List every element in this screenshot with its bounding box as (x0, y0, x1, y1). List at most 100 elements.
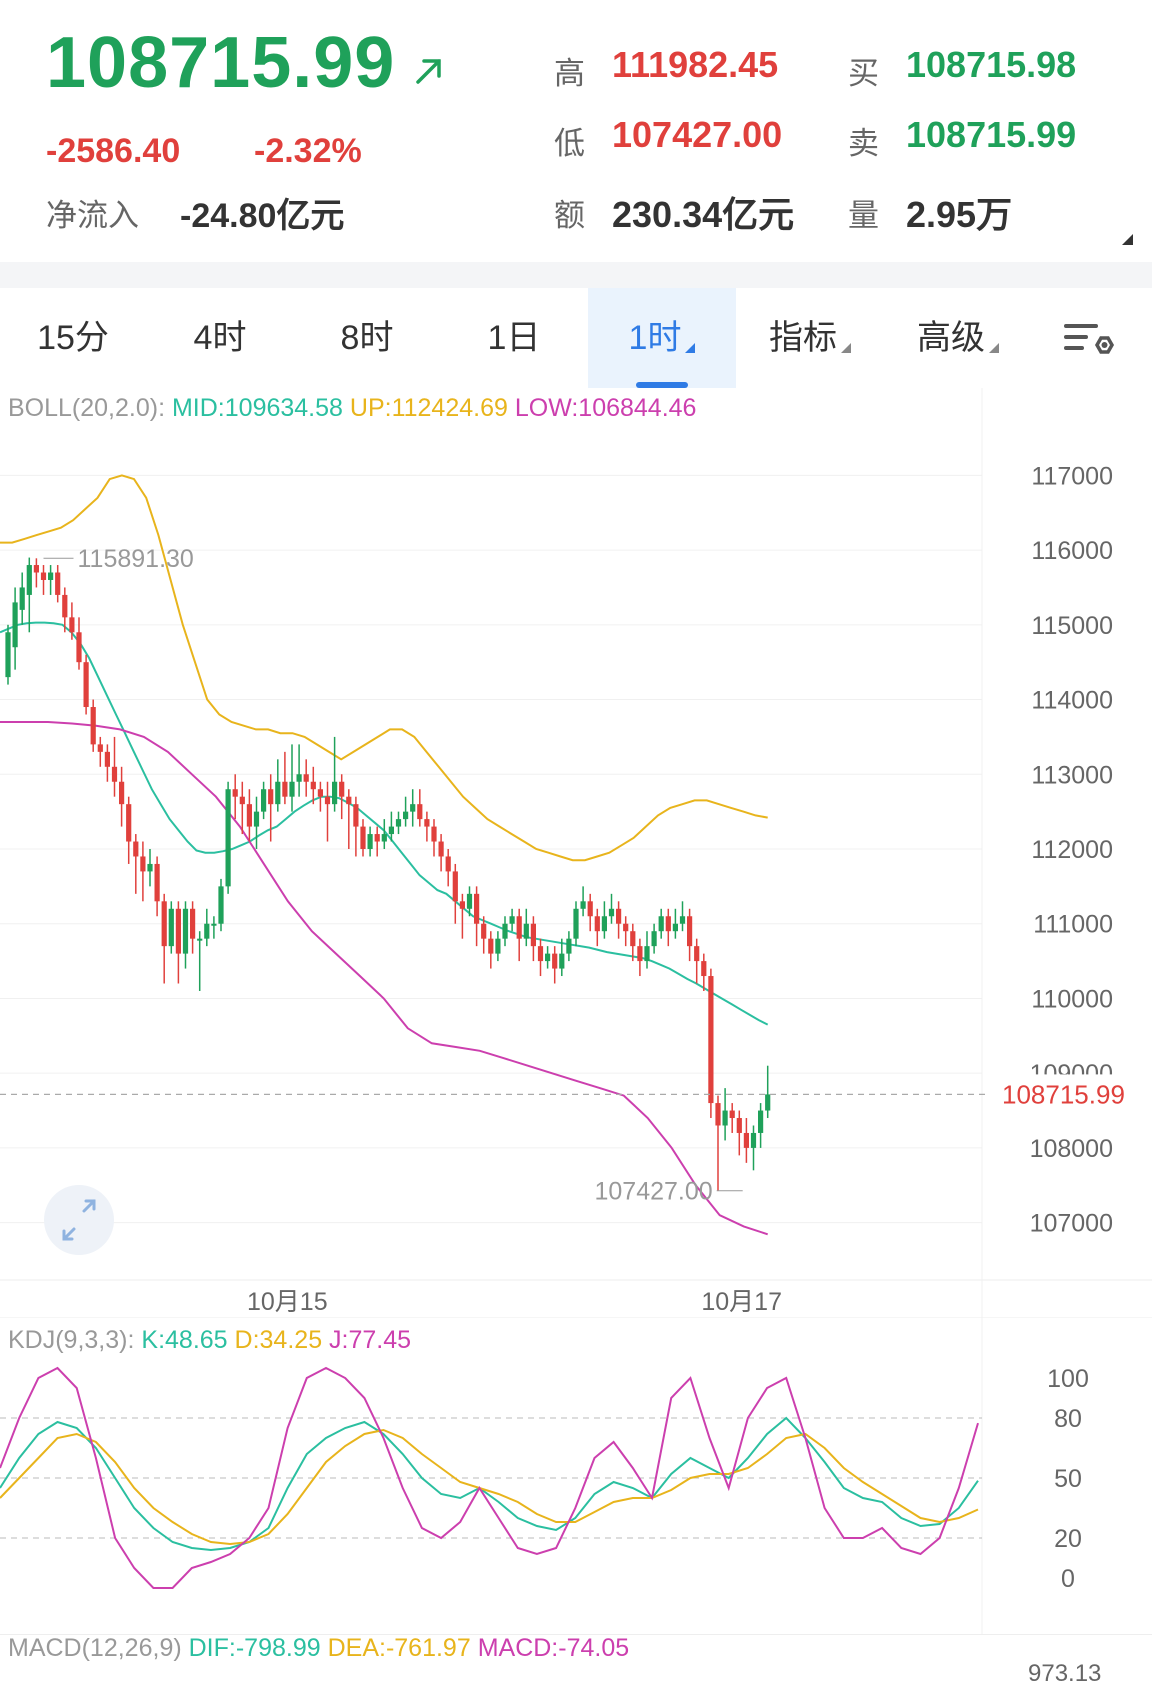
y-tick-label: 115000 (1031, 612, 1113, 640)
up-right-arrow-icon (412, 54, 446, 93)
amount-value: 230.34亿元 (612, 194, 795, 235)
candle-body (559, 953, 565, 969)
kdj-chart[interactable]: 100 80 50 20 0 (0, 1318, 1152, 1634)
candle-body (601, 916, 607, 932)
min-price-label: 107427.00 (595, 1178, 713, 1206)
candle-body (97, 744, 103, 752)
candle-body (630, 931, 636, 947)
candle-body (736, 1118, 742, 1133)
tab-label: 1时 (628, 319, 682, 357)
macd-divider (0, 1634, 1152, 1635)
tab-8h[interactable]: 8时 (294, 288, 440, 388)
y-tick-label: 114000 (1031, 687, 1113, 715)
tab-advanced[interactable]: 高级 (884, 288, 1032, 388)
candle-body (587, 901, 593, 917)
boll-up: UP:112424.69 (349, 394, 508, 422)
net-inflow-value: -24.80亿元 (180, 197, 345, 235)
candle-body (708, 976, 714, 1104)
candle-body (481, 923, 487, 939)
x-tick-label: 10月15 (247, 1288, 328, 1316)
candle-body (644, 946, 650, 962)
candle-body (83, 662, 89, 708)
candle-body (758, 1110, 764, 1133)
candle-body (410, 804, 416, 812)
kdj-y-tick-label: 50 (1054, 1465, 1082, 1493)
candle-body (537, 946, 544, 962)
kdj-legend: KDJ(9,3,3): K:48.65 D:34.25 J:77.45 (8, 1326, 411, 1355)
candle-body (367, 834, 373, 849)
candle-body (658, 916, 664, 932)
candle-body (722, 1110, 728, 1126)
chart-settings-icon[interactable] (1060, 318, 1116, 367)
candle-body (211, 923, 217, 926)
kdj-k-line (0, 1416, 979, 1552)
max-price-label: 115891.30 (78, 545, 194, 573)
candle-body (360, 826, 366, 849)
candle-body (232, 789, 238, 797)
kdj-k: K:48.65 (141, 1326, 228, 1354)
candle-body (317, 789, 323, 797)
candle-body (69, 617, 75, 633)
candle-body (261, 789, 267, 812)
low-label: 低 (554, 126, 585, 161)
tab-15min[interactable]: 15分 (0, 288, 146, 388)
macd-dif: DIF:-798.99 (188, 1634, 321, 1662)
candle-body (566, 938, 572, 954)
current-price-label: 108715.99 (1002, 1079, 1125, 1109)
candle-body (218, 886, 224, 924)
kdj-y-tick-label: 20 (1054, 1525, 1082, 1553)
candle-body (495, 938, 501, 954)
candle-body (552, 953, 558, 969)
kdj-j-line (0, 1366, 979, 1589)
candle-body (19, 587, 25, 610)
candle-body (190, 908, 196, 939)
y-tick-label: 107000 (1030, 1210, 1113, 1238)
candle-body (623, 923, 629, 932)
tab-label: 4时 (193, 319, 247, 357)
candle-body (303, 774, 309, 782)
candle-body (374, 834, 380, 842)
candle-body (729, 1110, 735, 1119)
tab-label: 指标 (769, 319, 837, 357)
candle-body (523, 923, 529, 939)
candle-body (154, 863, 160, 902)
y-tick-label: 108000 (1030, 1135, 1113, 1163)
x-tick-label: 10月17 (701, 1288, 782, 1316)
tab-1h[interactable]: 1时 (588, 288, 736, 388)
candle-body (474, 893, 480, 924)
candle-body (459, 901, 465, 909)
y-tick-label: 112000 (1031, 836, 1113, 864)
tab-indicators[interactable]: 指标 (736, 288, 884, 388)
tab-4h[interactable]: 4时 (146, 288, 294, 388)
amount-label: 额 (554, 198, 585, 233)
candle-body (431, 826, 437, 842)
candle-body (502, 923, 508, 939)
candle-body (750, 1132, 757, 1148)
ask-label: 卖 (848, 126, 879, 161)
candle-body (694, 946, 700, 962)
tab-1d[interactable]: 1日 (440, 288, 588, 388)
dropdown-corner-icon (841, 343, 851, 353)
candle-body (403, 811, 409, 820)
dropdown-corner-icon (685, 343, 696, 353)
candle-body (424, 819, 430, 827)
y-tick-label: 111000 (1033, 911, 1113, 939)
candle-body (580, 901, 586, 909)
kdj-y-tick-label: 100 (1047, 1365, 1089, 1393)
y-tick-label: 116000 (1031, 537, 1113, 565)
candle-body (282, 781, 288, 797)
candle-body (12, 602, 18, 648)
candle-body (701, 961, 707, 977)
high-value: 111982.45 (612, 44, 779, 85)
candle-body (168, 908, 174, 947)
tab-label: 1日 (487, 319, 541, 357)
candle-body (545, 953, 551, 962)
expand-arrows-icon[interactable] (44, 1185, 114, 1255)
section-divider (0, 262, 1152, 288)
boll-legend: BOLL(20,2.0): MID:109634.58 UP:112424.69… (8, 394, 696, 423)
expand-quote-icon[interactable] (1122, 234, 1133, 245)
candlestick-chart[interactable]: 117000 116000 115000 114000 113000 112000 1110… (0, 388, 1152, 1318)
candle-body (665, 916, 671, 932)
macd-value: MACD:-74.05 (477, 1634, 630, 1662)
candle-body (204, 923, 210, 939)
